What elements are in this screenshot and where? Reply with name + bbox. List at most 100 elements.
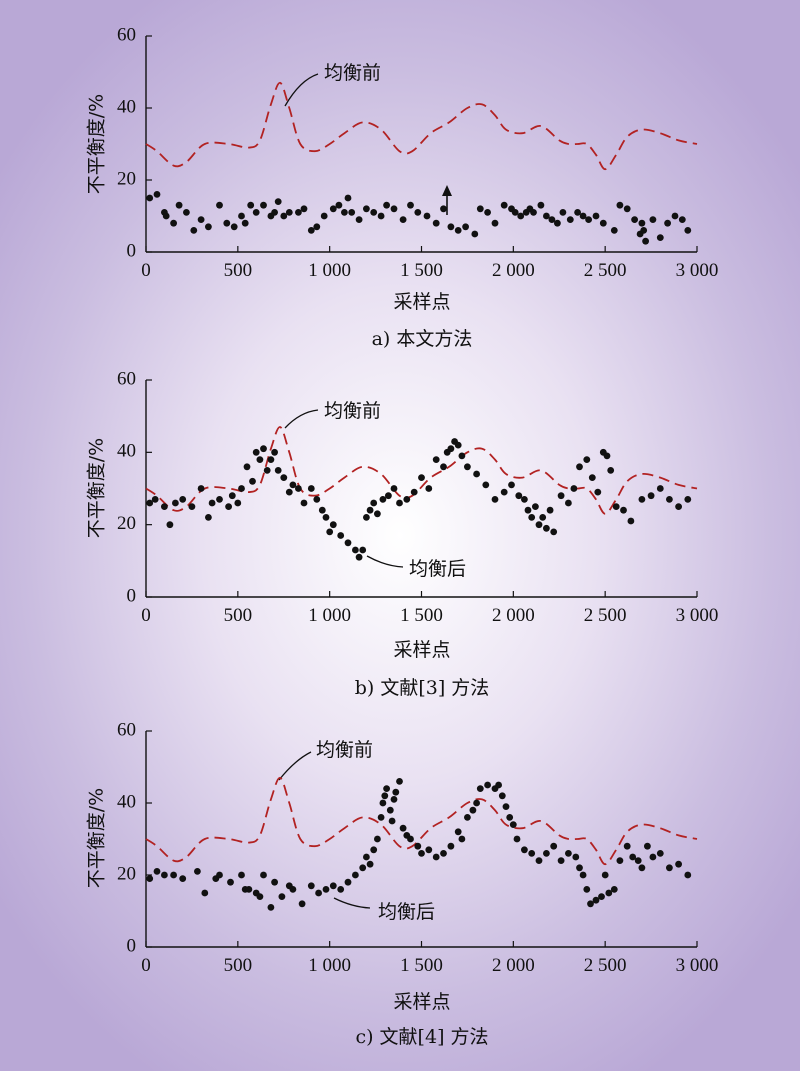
data-point bbox=[521, 846, 528, 854]
data-point bbox=[363, 205, 370, 213]
data-point bbox=[498, 792, 506, 800]
data-point bbox=[407, 835, 414, 843]
data-point bbox=[440, 205, 447, 213]
data-point bbox=[170, 871, 178, 879]
data-point bbox=[678, 216, 686, 224]
data-point bbox=[554, 219, 561, 227]
data-point bbox=[656, 850, 664, 857]
data-point bbox=[329, 882, 337, 890]
data-point bbox=[543, 524, 550, 532]
data-point bbox=[407, 201, 414, 209]
data-point bbox=[267, 456, 275, 463]
x-tick-label: 2 000 bbox=[492, 605, 535, 626]
data-point bbox=[295, 485, 302, 492]
data-point bbox=[649, 216, 657, 224]
data-point bbox=[197, 485, 205, 492]
data-point bbox=[616, 201, 624, 209]
data-point bbox=[583, 456, 591, 463]
y-tick-label: 60 bbox=[117, 368, 136, 389]
data-point bbox=[473, 799, 480, 807]
data-point bbox=[370, 846, 378, 854]
annotation-after: 均衡后 bbox=[378, 901, 435, 923]
data-point bbox=[440, 463, 447, 471]
data-point bbox=[629, 853, 637, 861]
data-point bbox=[190, 227, 198, 234]
data-point bbox=[447, 445, 455, 453]
data-point bbox=[638, 864, 646, 872]
data-point bbox=[228, 492, 236, 500]
data-point bbox=[675, 860, 682, 868]
y-tick-label: 0 bbox=[127, 585, 137, 606]
data-point bbox=[482, 481, 490, 489]
data-point bbox=[271, 878, 278, 886]
chart-caption: c) 文献[4] 方法 bbox=[355, 1026, 488, 1048]
y-tick-label: 20 bbox=[117, 863, 136, 884]
data-point bbox=[326, 528, 334, 536]
data-point bbox=[295, 209, 302, 216]
data-point bbox=[280, 474, 288, 481]
data-point bbox=[307, 882, 315, 890]
data-point bbox=[249, 477, 256, 485]
data-point bbox=[550, 528, 558, 536]
data-point bbox=[664, 219, 671, 227]
y-axis-label: 不平衡度/% bbox=[86, 438, 108, 538]
data-point bbox=[566, 216, 574, 224]
chart-caption: a) 本文方法 bbox=[372, 328, 473, 350]
data-point bbox=[454, 227, 462, 234]
data-point bbox=[620, 506, 627, 514]
data-point bbox=[684, 227, 692, 234]
y-axis-label: 不平衡度/% bbox=[86, 788, 108, 888]
data-point bbox=[425, 485, 433, 492]
data-point bbox=[464, 463, 471, 471]
data-point bbox=[462, 223, 469, 231]
data-point bbox=[366, 860, 374, 868]
data-point bbox=[271, 448, 278, 456]
data-point bbox=[337, 532, 345, 539]
data-point bbox=[285, 209, 293, 216]
data-point bbox=[352, 546, 359, 554]
data-point bbox=[348, 209, 356, 216]
data-point bbox=[656, 234, 664, 242]
data-point bbox=[267, 904, 275, 911]
data-point bbox=[476, 205, 484, 213]
chart-panel-a: 不平衡度/% 采样点 a) 本文方法 均衡前 0 20 40 60 0 500 1 000 1… bbox=[86, 24, 719, 350]
data-point bbox=[539, 514, 547, 521]
chart-panel-b: 不平衡度/% 采样点 b) 文献[3] 方法 均衡前 均衡后 0 20 40 60 0 5… bbox=[86, 368, 719, 699]
data-point bbox=[521, 496, 528, 503]
series-line-before bbox=[145, 426, 698, 515]
data-point bbox=[458, 452, 466, 460]
data-point bbox=[388, 817, 396, 825]
data-point bbox=[289, 886, 297, 893]
annotation-arrow bbox=[442, 185, 452, 215]
data-point bbox=[528, 514, 536, 521]
data-point bbox=[344, 539, 352, 547]
data-point bbox=[631, 216, 638, 224]
data-point bbox=[153, 868, 161, 875]
y-tick-label: 60 bbox=[117, 719, 136, 740]
annotation-before: 均衡前 bbox=[324, 400, 381, 422]
data-point bbox=[315, 889, 322, 897]
data-point bbox=[399, 216, 407, 224]
data-point bbox=[500, 201, 508, 209]
data-point bbox=[201, 889, 209, 897]
data-point bbox=[396, 778, 403, 785]
data-point bbox=[546, 506, 554, 514]
y-tick-label: 60 bbox=[117, 24, 136, 45]
data-point bbox=[642, 237, 649, 245]
x-tick-label: 0 bbox=[141, 955, 151, 976]
data-point bbox=[471, 230, 479, 238]
annotation-after: 均衡后 bbox=[409, 558, 466, 580]
data-point bbox=[484, 781, 491, 789]
data-point bbox=[570, 485, 578, 492]
data-point bbox=[592, 896, 600, 904]
data-point bbox=[390, 796, 398, 803]
annotation-leader-before bbox=[284, 409, 319, 429]
data-point bbox=[359, 546, 367, 554]
data-point bbox=[607, 467, 615, 474]
data-point bbox=[379, 799, 387, 807]
data-point bbox=[383, 201, 390, 209]
data-point bbox=[572, 853, 580, 861]
data-point bbox=[517, 212, 525, 220]
data-point bbox=[223, 219, 231, 227]
